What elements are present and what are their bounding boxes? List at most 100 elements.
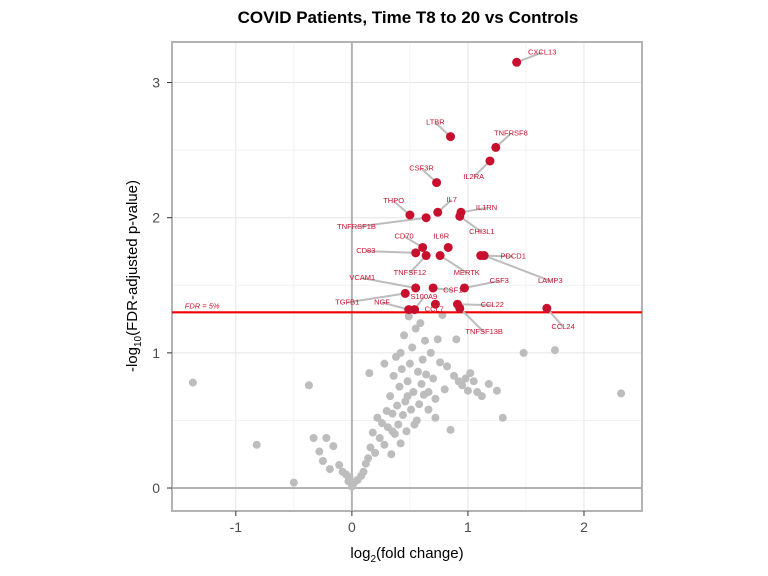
- significant-point: [432, 178, 442, 188]
- y-tick-label: 0: [152, 480, 160, 496]
- nonsignificant-point: [550, 346, 559, 355]
- nonsignificant-point: [398, 411, 407, 420]
- gene-label: TNFRSF8: [494, 129, 528, 138]
- gene-labels: CXCL13 LTBR TNFRSF8 CSF3R IL2RA IL7 IL1RN THPO T…: [335, 47, 575, 336]
- chart-title: COVID Patients, Time T8 to 20 vs Control…: [238, 8, 579, 27]
- nonsignificant-point: [395, 382, 404, 391]
- fdr-threshold-label: FDR = 5%: [185, 301, 220, 310]
- nonsignificant-point: [408, 343, 417, 352]
- label-connector: [439, 254, 468, 274]
- significant-point: [433, 207, 443, 217]
- significant-point: [411, 283, 421, 293]
- label-connector: [347, 292, 406, 304]
- nonsignificant-point: [309, 434, 318, 443]
- gene-label: CCL22: [481, 300, 504, 309]
- gene-label: NGF: [374, 298, 390, 307]
- nonsignificant-point: [325, 465, 334, 474]
- label-connector: [483, 254, 551, 282]
- gene-label: THPO: [383, 196, 404, 205]
- significant-point: [542, 303, 552, 313]
- nonsignificant-point: [380, 440, 389, 449]
- nonsignificant-point: [420, 336, 429, 345]
- significant-point: [443, 242, 453, 252]
- nonsignificant-point: [407, 405, 416, 414]
- gene-label: TNFRSF1B: [337, 222, 376, 231]
- nonsignificant-point: [431, 394, 440, 403]
- significant-point: [485, 156, 495, 166]
- label-connector: [381, 301, 409, 311]
- significant-point: [435, 251, 445, 261]
- nonsignificant-point: [443, 362, 452, 371]
- gene-label: CD70: [395, 231, 414, 240]
- nonsignificant-point: [188, 378, 197, 387]
- x-tick-label: 1: [464, 519, 472, 535]
- zero-axis-lines: [172, 42, 642, 511]
- nonsignificant-point: [492, 386, 501, 395]
- significant-point: [428, 283, 438, 293]
- label-connector: [365, 250, 416, 254]
- nonsignificant-point: [433, 335, 442, 344]
- nonsignificant-point: [424, 388, 433, 397]
- nonsignificant-point: [519, 348, 528, 357]
- nonsignificant-point: [617, 389, 626, 398]
- nonsignificant-point: [446, 425, 455, 434]
- gene-label: CHI3L1: [469, 227, 494, 236]
- significant-point: [479, 251, 489, 261]
- nonsignificant-point: [431, 413, 440, 422]
- y-tick-label: 1: [152, 345, 160, 361]
- gene-label: CSF1: [443, 285, 462, 294]
- significant-point: [411, 248, 421, 258]
- nonsignificant-point: [463, 386, 472, 395]
- significant-point: [459, 283, 469, 293]
- nonsignificant-point: [387, 450, 396, 459]
- x-axis-label: log2(fold change): [350, 545, 463, 565]
- nonsignificant-point: [380, 359, 389, 368]
- nonsignificant-point: [322, 434, 331, 443]
- significant-point: [455, 303, 465, 313]
- nonsignificant-point: [375, 434, 384, 443]
- nonsignificant-point: [345, 473, 354, 482]
- nonsignificant-point: [436, 358, 445, 367]
- nonsignificant-point: [409, 388, 418, 397]
- gene-label: CSF3: [490, 276, 509, 285]
- nonsignificant-point: [389, 371, 398, 380]
- nonsignificant-point: [418, 355, 427, 364]
- nonsignificant-point: [304, 381, 313, 390]
- nonsignificant-point: [414, 367, 423, 376]
- significant-point: [421, 251, 431, 261]
- nonsignificant-point: [404, 312, 413, 321]
- nonsignificant-point: [396, 439, 405, 448]
- nonsignificant-point: [388, 427, 397, 436]
- label-connector: [457, 303, 493, 307]
- nonsignificant-point: [415, 400, 424, 409]
- nonsignificant-point: [469, 377, 478, 386]
- nonsignificant-point: [366, 443, 375, 452]
- nonsignificant-point: [400, 331, 409, 340]
- label-connector: [356, 216, 427, 228]
- nonsignificant-point: [422, 370, 431, 379]
- significant-point: [421, 213, 431, 223]
- nonsignificant-point: [417, 379, 426, 388]
- nonsignificant-point: [388, 409, 397, 418]
- gene-label: CSF3R: [409, 164, 434, 173]
- nonsignificant-point: [416, 319, 425, 328]
- x-tick-label: -1: [230, 519, 243, 535]
- nonsignificant-point: [440, 385, 449, 394]
- significant-point: [455, 211, 465, 221]
- label-connector: [362, 277, 416, 289]
- gene-label: CXCL13: [528, 47, 556, 56]
- gene-label: IL2RA: [463, 172, 484, 181]
- y-axis-label: -log10(FDR-adjusted p-value): [124, 180, 144, 372]
- significant-point: [405, 210, 415, 220]
- nonsignificant-point: [364, 454, 373, 463]
- nonsignificant-point: [403, 392, 412, 401]
- nonsignificant-point: [378, 419, 387, 428]
- nonsignificant-point: [484, 379, 493, 388]
- y-tick-label: 3: [152, 75, 160, 91]
- nonsignificant-point: [466, 369, 475, 378]
- nonsignificant-point: [461, 374, 470, 383]
- gene-label: LTBR: [426, 118, 445, 127]
- nonsignificant-point: [394, 420, 403, 429]
- significant-point: [512, 57, 522, 67]
- label-connector: [516, 51, 543, 64]
